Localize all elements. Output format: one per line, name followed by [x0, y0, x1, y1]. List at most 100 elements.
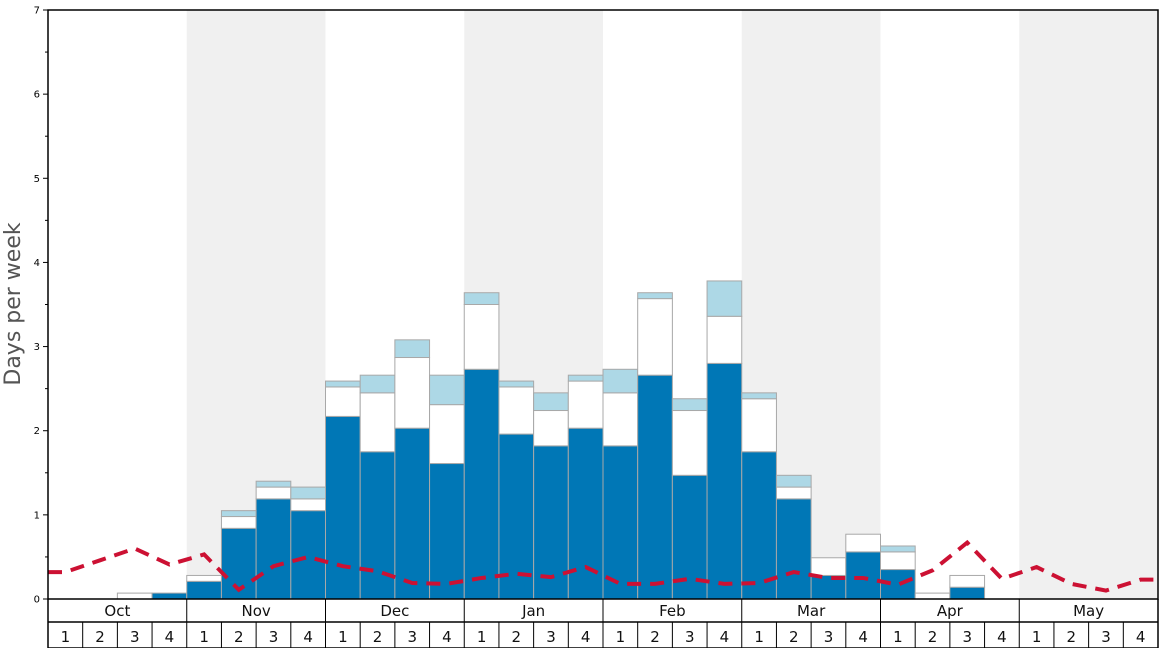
week-label: 2 — [95, 628, 105, 646]
bar-middle — [255, 486, 292, 500]
week-label: 3 — [1101, 628, 1111, 646]
bar-middle — [116, 592, 153, 600]
week-label: 1 — [477, 628, 487, 646]
bar-base — [151, 592, 188, 600]
bar-base — [741, 451, 777, 600]
bar-middle — [498, 386, 535, 435]
bar-middle — [186, 574, 222, 582]
y-tick-label: 7 — [34, 6, 40, 17]
bar-top — [671, 398, 708, 412]
bar-base — [429, 463, 465, 600]
week-label: 4 — [581, 628, 591, 646]
week-label: 3 — [407, 628, 417, 646]
bar-middle — [567, 380, 604, 429]
bar-middle — [741, 398, 777, 453]
week-label: 4 — [303, 628, 313, 646]
y-tick-label: 5 — [34, 174, 40, 185]
month-label-dec: Dec — [380, 602, 409, 620]
bar-base — [533, 445, 569, 600]
bar-middle — [880, 551, 916, 571]
bar-base — [325, 415, 361, 600]
week-label: 3 — [824, 628, 834, 646]
bar-middle — [637, 298, 673, 376]
month-label-feb: Feb — [659, 602, 686, 620]
bar-top — [290, 486, 326, 500]
y-axis: 0 1 2 3 4 5 6 7 — [34, 6, 48, 606]
week-label: 3 — [130, 628, 140, 646]
y-tick-label: 6 — [34, 90, 40, 101]
bar-top — [775, 474, 812, 488]
bar-base — [845, 551, 881, 600]
bar-base — [255, 498, 292, 600]
week-label: 3 — [962, 628, 972, 646]
week-label: 2 — [1067, 628, 1077, 646]
bar-middle — [463, 304, 500, 370]
week-label: 1 — [893, 628, 903, 646]
bar-middle — [359, 392, 396, 453]
bar-top — [498, 380, 535, 388]
bar-top — [637, 292, 673, 300]
bar-top — [741, 392, 777, 400]
week-label: 2 — [234, 628, 244, 646]
week-label: 1 — [199, 628, 209, 646]
bar-top — [706, 280, 743, 317]
week-label: 1 — [61, 628, 71, 646]
week-label: 2 — [650, 628, 660, 646]
y-tick-label: 0 — [34, 595, 40, 606]
bar-middle — [325, 386, 361, 417]
bar-middle — [290, 498, 326, 512]
week-label: 1 — [1032, 628, 1042, 646]
bar-middle — [671, 410, 708, 476]
bar-base — [290, 510, 326, 600]
bar-middle — [220, 516, 257, 529]
bar-top — [463, 292, 500, 306]
week-label: 1 — [754, 628, 764, 646]
bar-middle — [394, 357, 431, 429]
month-label-apr: Apr — [937, 602, 964, 620]
bar-top — [533, 392, 569, 412]
bar-base — [186, 580, 222, 600]
week-label: 2 — [512, 628, 522, 646]
bar-middle — [810, 557, 847, 576]
bar-top — [359, 374, 396, 394]
week-label: 4 — [165, 628, 175, 646]
bar-top — [220, 510, 257, 518]
month-label-nov: Nov — [241, 602, 270, 620]
y-axis-label: Days per week — [1, 222, 26, 385]
bar-base — [394, 427, 431, 600]
x-axis: Oct 1 2 3 4 Nov 1 2 3 4 Dec 1 2 3 4 Jan 1 2 3 4 Feb 1 2 3 4 Mar 1 2… — [47, 599, 1159, 648]
y-tick-label: 3 — [34, 342, 40, 353]
week-label: 1 — [616, 628, 626, 646]
bar-middle — [602, 392, 639, 447]
bar-middle — [533, 410, 569, 447]
bar-base — [775, 498, 812, 600]
bar-top — [880, 545, 916, 553]
average-line-path — [48, 539, 1158, 593]
week-label: 4 — [997, 628, 1007, 646]
y-tick-label: 2 — [34, 426, 40, 437]
month-label-mar: Mar — [797, 602, 826, 620]
month-shade-may — [1019, 10, 1158, 599]
month-label-oct: Oct — [104, 602, 130, 620]
week-label: 3 — [546, 628, 556, 646]
bar-top — [394, 339, 431, 359]
bar-middle — [845, 533, 881, 553]
bar-middle — [949, 574, 986, 588]
month-shading — [186, 10, 1158, 599]
week-label: 4 — [1136, 628, 1146, 646]
week-label: 2 — [789, 628, 799, 646]
bar-middle — [706, 315, 743, 364]
week-label: 3 — [269, 628, 279, 646]
week-label: 4 — [858, 628, 868, 646]
bar-top — [567, 374, 604, 382]
bar-base — [602, 445, 639, 600]
bars — [116, 280, 986, 600]
bar-base — [567, 427, 604, 600]
bar-middle — [775, 486, 812, 500]
bar-top — [325, 380, 361, 388]
bar-base — [706, 362, 743, 600]
week-label: 2 — [373, 628, 383, 646]
y-tick-label: 4 — [34, 258, 40, 269]
bar-base — [463, 368, 500, 600]
